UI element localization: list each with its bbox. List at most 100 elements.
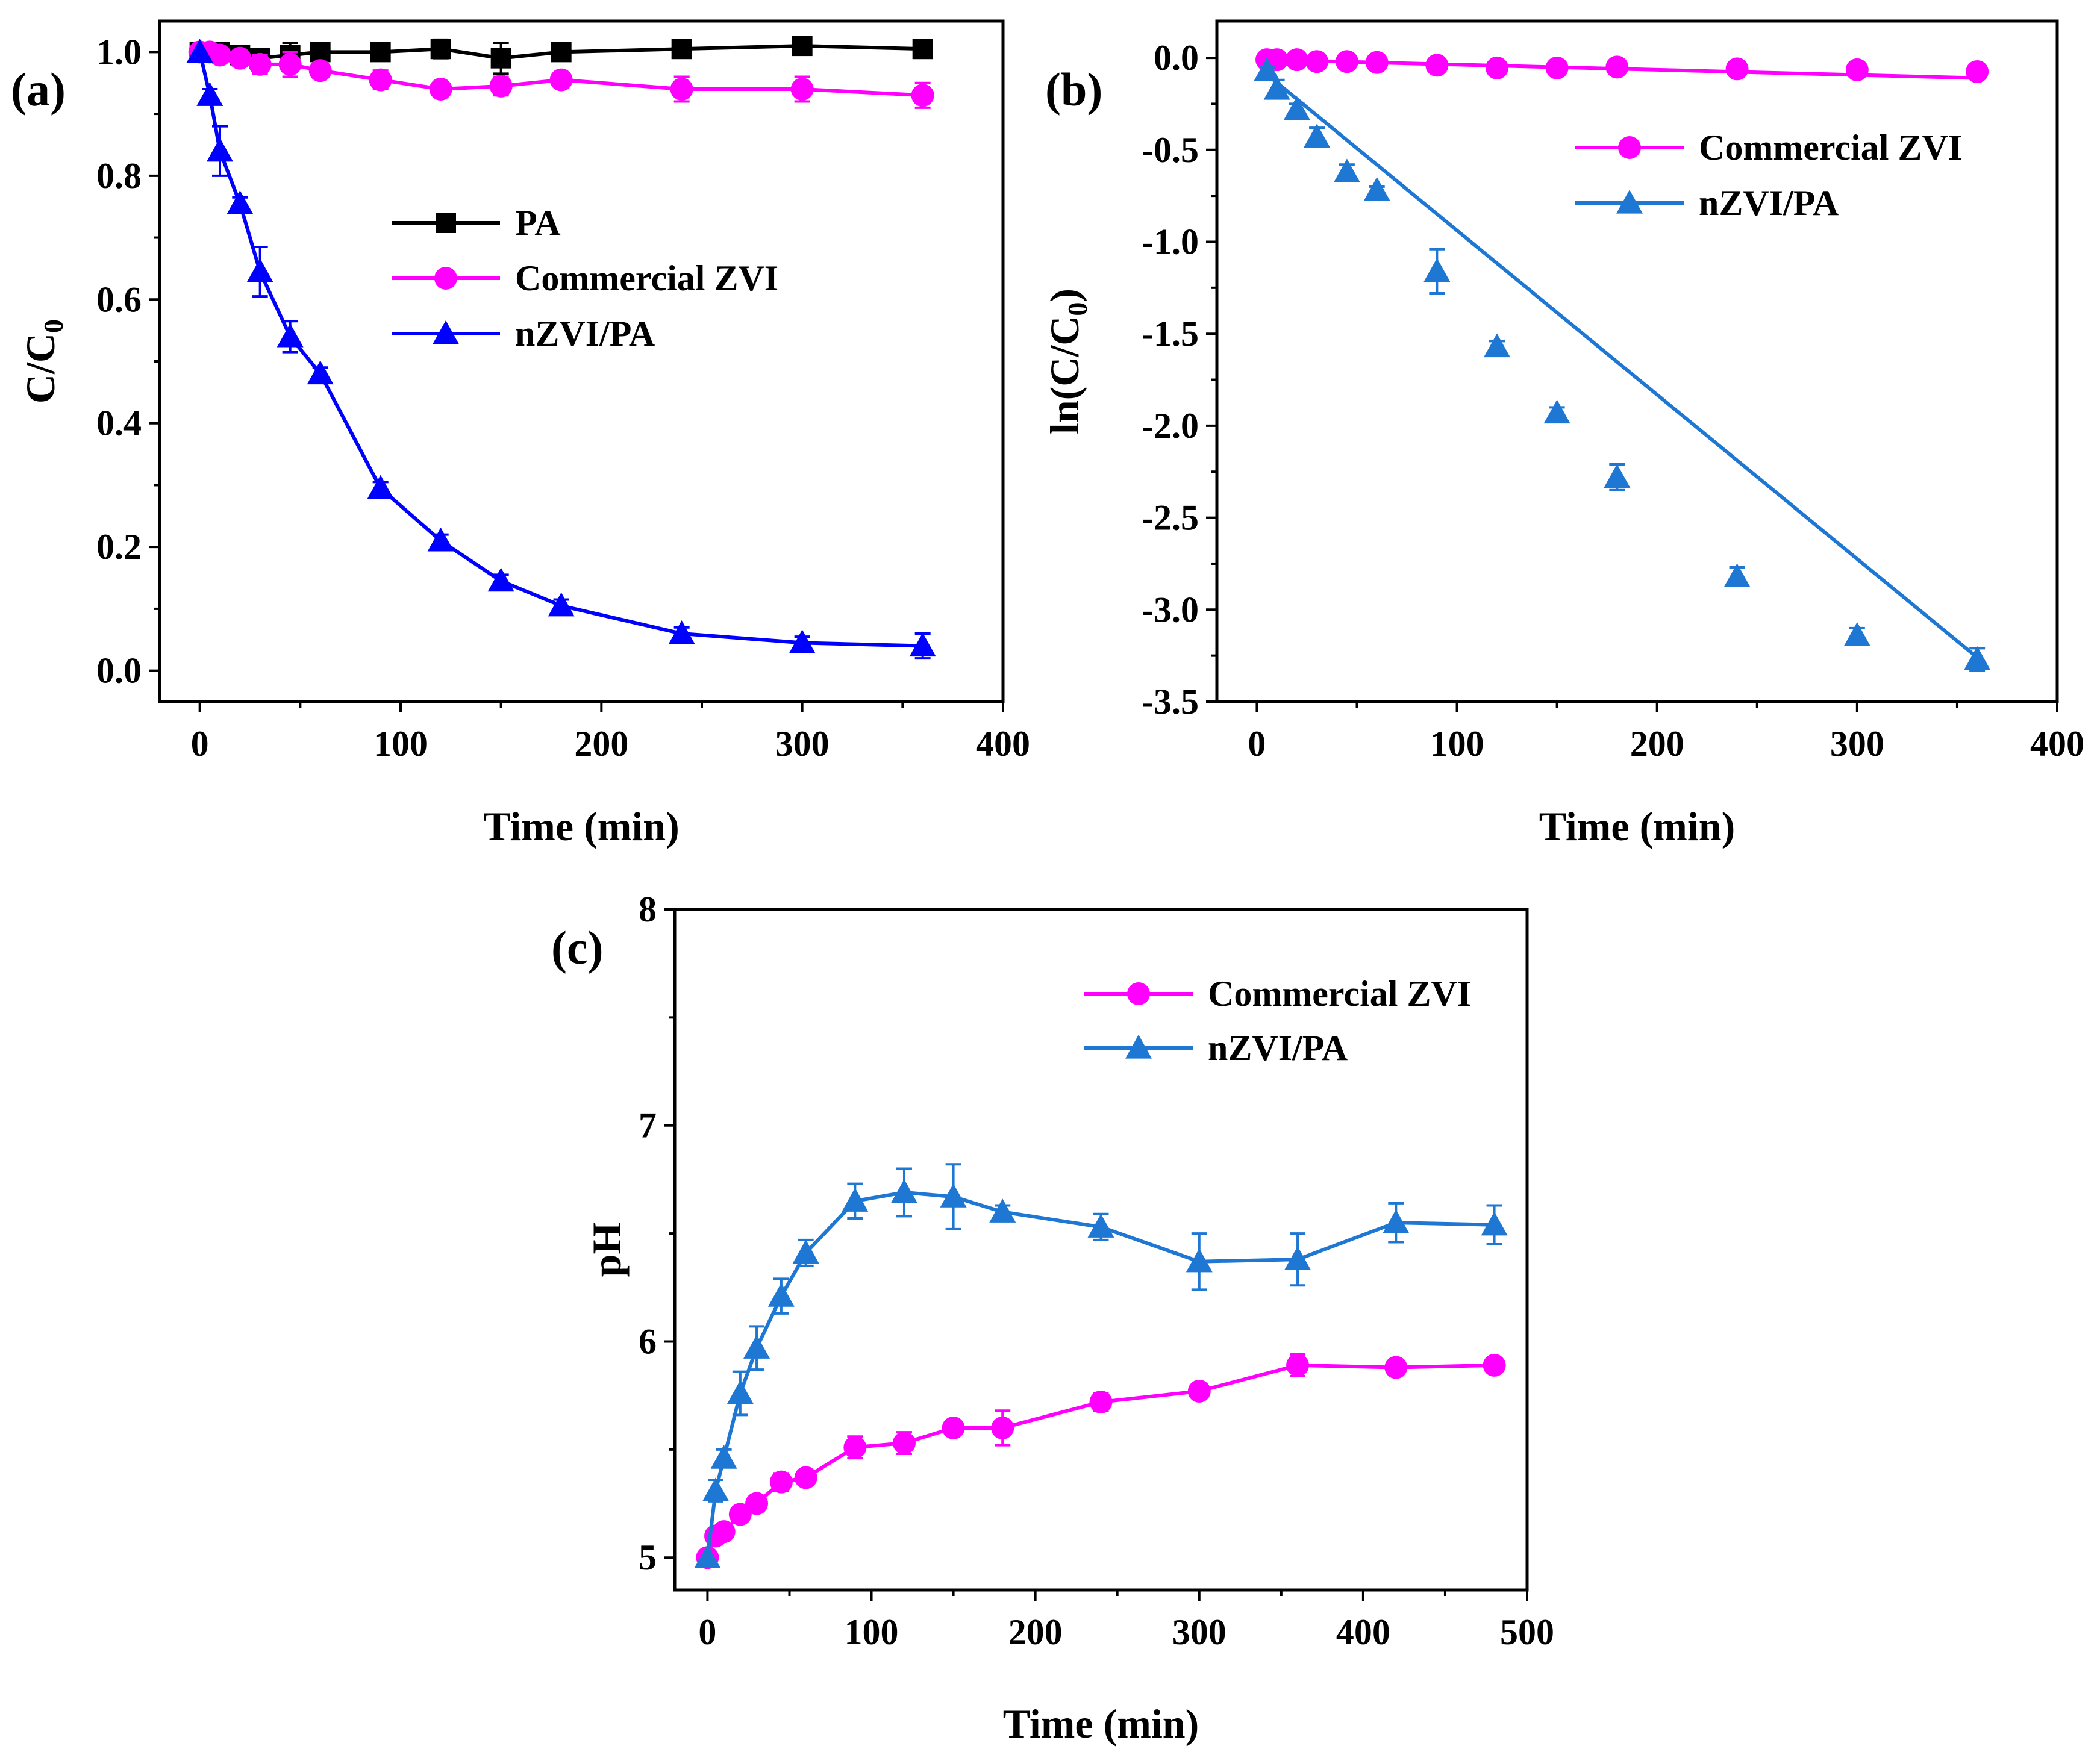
plot-frame [673,908,1529,1592]
x-tick-label: 100 [845,1612,899,1652]
y-tick-label: 5 [639,1538,657,1577]
series-commercial-zvi [188,40,934,109]
y-tick-label: 0.0 [1154,38,1199,78]
x-axis-label: Time (min) [1003,1701,1199,1747]
data-point [1087,1214,1114,1238]
data-point [367,475,394,499]
data-point [1365,51,1389,74]
data-point [487,567,514,592]
y-axis-label: pH [584,1223,630,1277]
data-point [1723,563,1751,587]
data-point [670,78,693,101]
x-tick-label: 500 [1500,1612,1554,1652]
data-point [1283,96,1310,120]
data-point [307,360,334,385]
x-tick-label: 300 [775,724,830,764]
x-tick-label: 200 [574,724,628,764]
data-point [1286,1353,1310,1377]
data-point [186,39,213,63]
data-point [208,43,231,67]
data-point [207,137,233,162]
y-axis-label: ln(C/C0) [1042,288,1093,434]
data-point [1187,1379,1211,1403]
data-point [1284,1246,1311,1270]
series-nzvi-pa [186,39,936,660]
data-point [940,1183,967,1208]
legend-marker [1127,982,1150,1005]
data-point [843,1436,867,1459]
y-axis-label-subscript: 0 [38,319,69,333]
y-tick-label: 6 [639,1321,657,1361]
data-point [1263,76,1290,100]
data-point [794,1466,817,1489]
x-tick-label: 400 [1336,1612,1390,1652]
data-point [1383,1209,1410,1233]
data-point [890,1179,917,1203]
plot-frame [158,19,1005,703]
data-point [246,258,273,282]
data-point [1304,123,1331,148]
data-point [1384,1356,1408,1379]
data-point [430,39,451,60]
legend-label: PA [515,203,561,243]
x-axis-label: Time (min) [483,803,680,849]
data-point [1089,1390,1113,1413]
y-axis-label-close: ) [1042,288,1087,302]
data-point [489,74,513,98]
x-tick-label: 300 [1172,1612,1227,1652]
y-tick-label: -1.5 [1142,314,1199,354]
data-point [1543,399,1570,424]
panel-letter: (c) [551,921,604,974]
data-point [1363,176,1390,201]
data-point [1305,50,1329,73]
data-point [1845,58,1869,81]
data-point [911,84,934,107]
data-point [767,1283,795,1307]
data-point [842,1188,869,1212]
data-point [712,1520,736,1544]
panel-letter: (a) [11,63,66,116]
data-point [278,52,302,76]
data-point [668,620,695,644]
data-point [702,1477,730,1501]
series-commercial-zvi [696,1353,1506,1569]
data-point [1486,56,1508,79]
data-point [248,52,272,76]
data-point [370,42,391,63]
x-tick-label: 300 [1830,724,1884,764]
y-tick-label: 0.8 [96,156,142,196]
series-line [705,1363,1495,1559]
data-point [548,592,575,617]
data-point [1481,1211,1508,1236]
data-point [196,82,223,106]
data-point [1843,622,1870,646]
data-point [989,1198,1016,1223]
data-point [942,1416,965,1439]
data-point [789,629,816,654]
legend-marker [1618,136,1641,159]
data-point [1254,57,1281,82]
data-point [1545,56,1569,79]
data-point [671,39,692,60]
data-point [912,39,933,60]
y-tick-label: 1.0 [96,32,142,72]
data-point [308,59,332,83]
x-tick-label: 0 [698,1612,716,1652]
series-nzvi-pa [1254,57,1991,672]
data-point [369,68,392,92]
data-point [1966,60,1989,83]
data-point [1423,258,1451,282]
legend-label: nZVI/PA [515,314,655,354]
data-point [792,1239,819,1264]
y-tick-label: 0.4 [96,404,142,443]
y-tick-label: 0.2 [96,527,142,567]
data-point [1335,50,1358,73]
x-tick-label: 400 [2030,724,2084,764]
y-axis-label-main: C/C [17,333,63,404]
fit-line [1266,73,1979,659]
series-commercial-zvi [1255,48,1989,83]
y-tick-label: 8 [639,890,657,929]
data-point [892,1432,916,1455]
data-point [1964,646,1991,670]
